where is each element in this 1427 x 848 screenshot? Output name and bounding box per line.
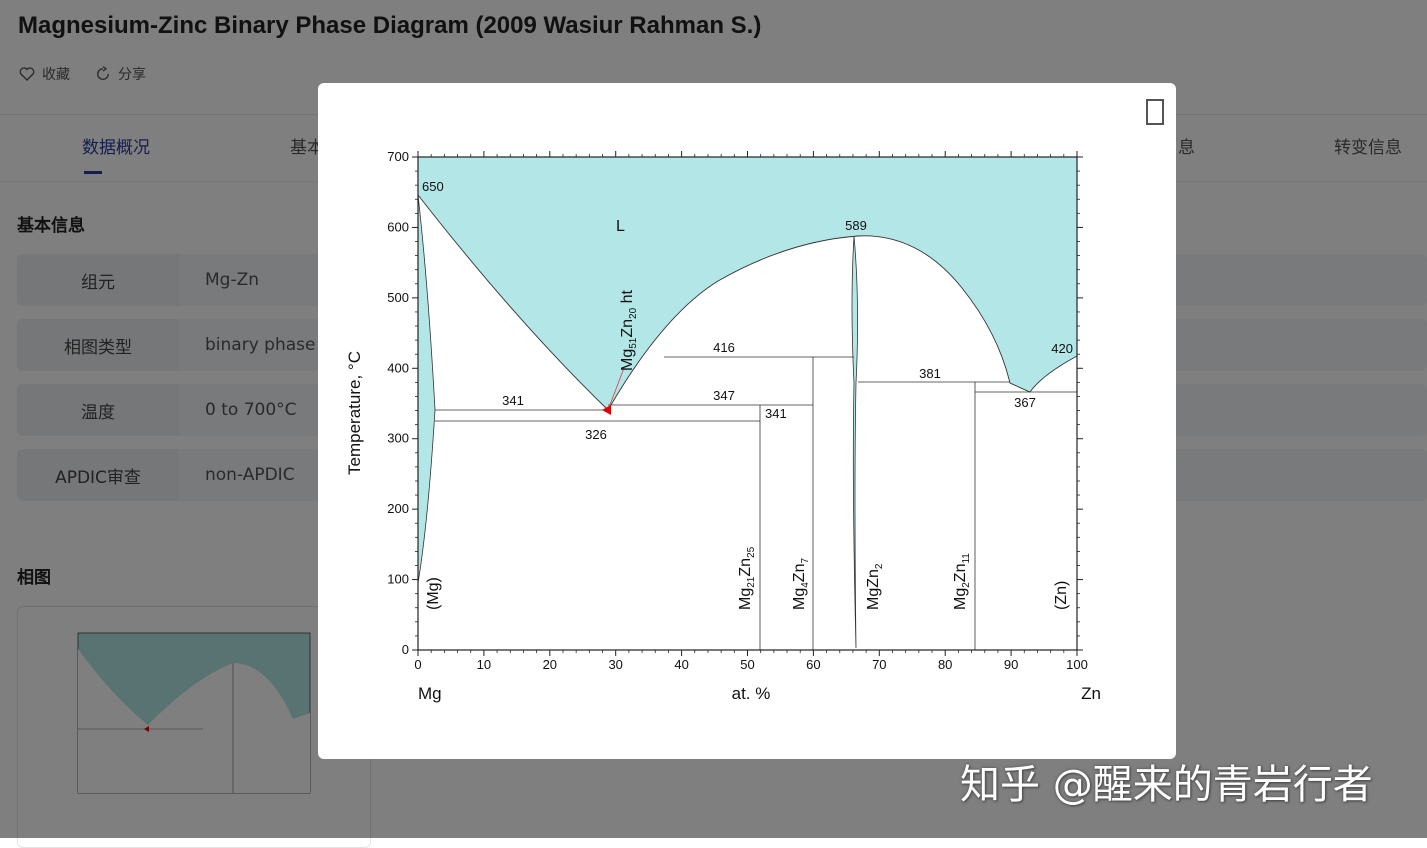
liquidus-curve [417,194,1078,411]
temp-label-367: 367 [1014,395,1036,410]
x-tick-label: 30 [608,657,622,672]
y-tick-label: 100 [387,572,409,587]
x-tick-label: 50 [740,657,754,672]
phase-label-mg: (Mg) [425,577,442,610]
liquid-label: L [616,218,625,235]
invariant-lines [435,356,1077,650]
y-tick-label: 400 [387,360,409,375]
y-tick-label: 200 [387,501,409,516]
x-axis-ticks: 0 10 20 30 40 50 60 70 80 90 100 [414,151,1088,672]
left-element-label: Mg [418,684,442,703]
mgzn2-region [851,235,858,649]
x-tick-label: 90 [1004,657,1018,672]
phase-diagram: 0 10 20 30 40 50 60 70 80 90 100 0 100 200 300 400 500 6… [345,149,1101,703]
liquid-region [418,157,1077,410]
y-tick-label: 500 [387,290,409,305]
temp-label-416: 416 [713,340,735,355]
phase-label-mgzn2: MgZn2 [865,563,885,610]
phase-label-mg51zn20: Mg51Zn20 ht [619,290,639,372]
y-axis-ticks: 0 100 200 300 400 500 600 700 [387,149,1083,657]
right-element-label: Zn [1081,684,1101,703]
mg51zn20-pointer [607,367,625,411]
temp-label-420: 420 [1051,341,1073,356]
temp-label-650: 650 [422,179,444,194]
x-tick-label: 80 [938,657,952,672]
x-tick-label: 70 [872,657,886,672]
temp-label-347: 347 [713,388,735,403]
y-tick-label: 700 [387,149,409,164]
watermark-text: 知乎 @醒来的青岩行者 [960,762,1373,808]
x-axis-label: at. % [732,684,771,703]
y-tick-label: 600 [387,219,409,234]
phase-label-mg4zn7: Mg4Zn7 [791,558,811,610]
mg51zn20-marker [602,405,611,415]
image-preview-modal: 0 10 20 30 40 50 60 70 80 90 100 0 100 200 300 400 500 6… [318,83,1176,759]
x-tick-label: 10 [477,657,491,672]
temp-label-341: 341 [502,393,524,408]
x-tick-label: 60 [806,657,820,672]
x-tick-label: 100 [1066,657,1088,672]
close-icon[interactable] [1146,99,1164,125]
mg-solid-solution [417,194,436,584]
temp-label-326: 326 [585,427,607,442]
x-tick-label: 20 [543,657,557,672]
phase-label-mg21zn25: Mg21Zn25 [737,546,757,610]
y-tick-label: 300 [387,431,409,446]
y-axis-label: Temperature, °C [345,351,364,475]
temp-label-589: 589 [845,218,867,233]
x-tick-label: 40 [674,657,688,672]
phase-label-mg2zn11: Mg2Zn11 [952,553,972,610]
temp-label-341-b: 341 [765,406,787,421]
temp-label-381: 381 [919,366,941,381]
x-tick-label: 0 [414,657,421,672]
phase-label-zn: (Zn) [1053,581,1070,610]
y-tick-label: 0 [402,642,409,657]
